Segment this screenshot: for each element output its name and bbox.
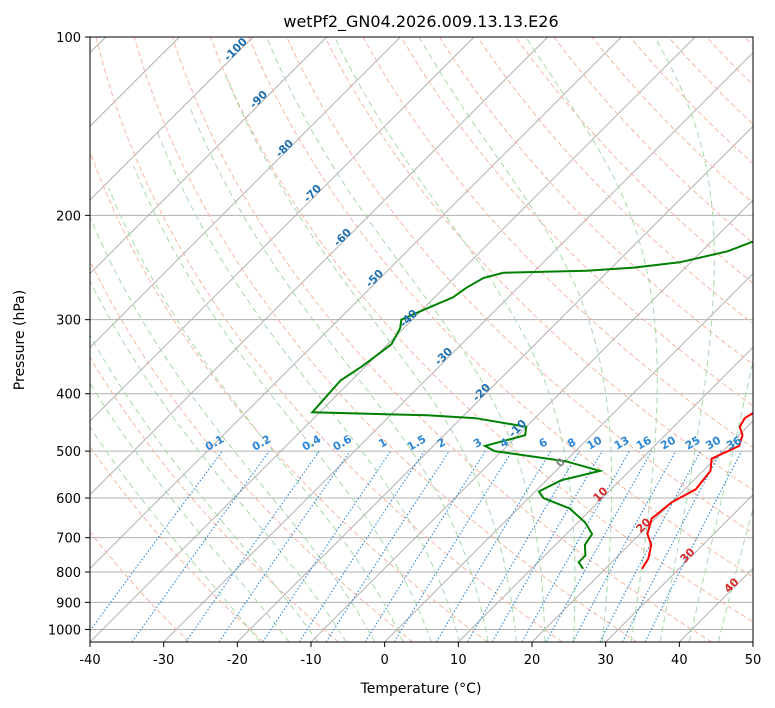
x-tick-label: -30 [153, 653, 174, 668]
isotherm-line [90, 37, 475, 422]
x-tick-label: 40 [671, 653, 688, 668]
moist-adiabat-line [654, 37, 715, 642]
dry-adiabat-line [90, 356, 339, 642]
moist-adiabat-line [157, 132, 461, 642]
mixing-ratio-line [185, 450, 320, 642]
isotherm-line [458, 346, 753, 642]
mixing-ratio-line [131, 450, 270, 642]
moist-adiabat-line [418, 37, 613, 642]
dry-adiabat-line [133, 37, 638, 642]
mixing-ratio-line [644, 450, 743, 642]
y-tick-label: 300 [56, 314, 81, 329]
plot-background [90, 37, 753, 642]
plot-frame [89, 36, 754, 643]
x-tick-label: -20 [227, 653, 248, 668]
isotherm-line [90, 37, 548, 496]
moist-adiabat-line [188, 104, 489, 642]
moist-adiabat-line [90, 334, 319, 642]
moist-adiabat-line [334, 37, 576, 642]
isotherm-line [237, 125, 753, 642]
isotherm-line [384, 273, 753, 642]
isotherm-line [752, 641, 753, 642]
y-tick-label: 600 [56, 492, 81, 507]
dewpoint-trace [310, 240, 753, 570]
mixing-ratio-line [262, 450, 392, 642]
dry-adiabat-line [438, 37, 753, 366]
moist-adiabat-line [717, 506, 753, 642]
dry-adiabat-line [90, 531, 190, 642]
moist-adiabat-line [108, 188, 404, 642]
dry-adiabat-line [90, 445, 264, 642]
mixing-ratio-line [435, 450, 552, 642]
chart-title: wetPf2_GN04.2026.009.13.13.E26 [283, 12, 558, 32]
moist-adiabat-line [688, 358, 753, 642]
dry-adiabat-line [400, 37, 753, 407]
isotherm-line [90, 37, 254, 201]
isotherm-line [90, 37, 327, 275]
isotherm-line [531, 420, 753, 642]
y-tick-label: 800 [56, 566, 81, 581]
y-tick-label: 400 [56, 388, 81, 403]
x-tick-label: -40 [79, 653, 100, 668]
mixing-ratio-line [393, 450, 513, 642]
y-tick-label: 700 [56, 532, 81, 547]
moist-adiabat-line [90, 279, 347, 642]
mixing-ratio-line [325, 450, 450, 642]
y-axis-label: Pressure (hPa) [12, 290, 28, 390]
x-tick-label: 10 [450, 653, 467, 668]
dry-adiabat-line [95, 37, 563, 642]
moist-adiabat-line [90, 215, 376, 642]
mixing-ratio-line [90, 450, 223, 632]
moist-adiabat-line [132, 165, 432, 642]
x-tick-label: 50 [745, 653, 762, 668]
isotherm-line [90, 37, 622, 569]
dry-adiabat-line [324, 37, 753, 491]
dry-adiabat-line [171, 37, 712, 642]
isotherm-line [163, 52, 753, 642]
x-tick-label: 0 [381, 653, 389, 668]
mixing-ratio-line [218, 450, 351, 642]
moist-adiabat-line [266, 37, 546, 642]
mixing-ratio-line [545, 450, 653, 642]
moist-adiabat-line [90, 382, 290, 642]
x-tick-label: 30 [597, 653, 614, 668]
x-tick-label: 20 [524, 653, 541, 668]
moist-adiabat-line [90, 426, 261, 642]
temperature-trace [641, 411, 753, 570]
mixing-ratio-line [521, 450, 630, 642]
y-tick-label: 100 [56, 31, 81, 46]
mixing-ratio-line [298, 450, 425, 642]
moist-adiabat-line [224, 72, 517, 642]
y-tick-label: 900 [56, 596, 81, 611]
isotherm-line [90, 37, 401, 348]
plot-area [90, 37, 753, 642]
x-axis-label: Temperature (°C) [360, 681, 482, 697]
y-tick-label: 1000 [48, 623, 81, 638]
dry-adiabat-line [210, 37, 753, 623]
mixing-ratio-line [621, 450, 722, 642]
isotherm-line [90, 37, 696, 642]
y-tick-label: 500 [56, 445, 81, 460]
isotherm-line [605, 494, 753, 642]
mixing-ratio-line [364, 450, 486, 642]
dry-adiabat-line [90, 259, 414, 642]
moist-adiabat-line [525, 37, 658, 642]
x-tick-label: -10 [300, 653, 321, 668]
dry-adiabat-line [248, 37, 753, 578]
mixing-ratio-line [599, 450, 701, 642]
y-tick-label: 200 [56, 209, 81, 224]
dry-adiabat-line [90, 150, 488, 642]
dry-adiabat-line [515, 37, 753, 284]
mixing-ratio-line [572, 450, 677, 642]
